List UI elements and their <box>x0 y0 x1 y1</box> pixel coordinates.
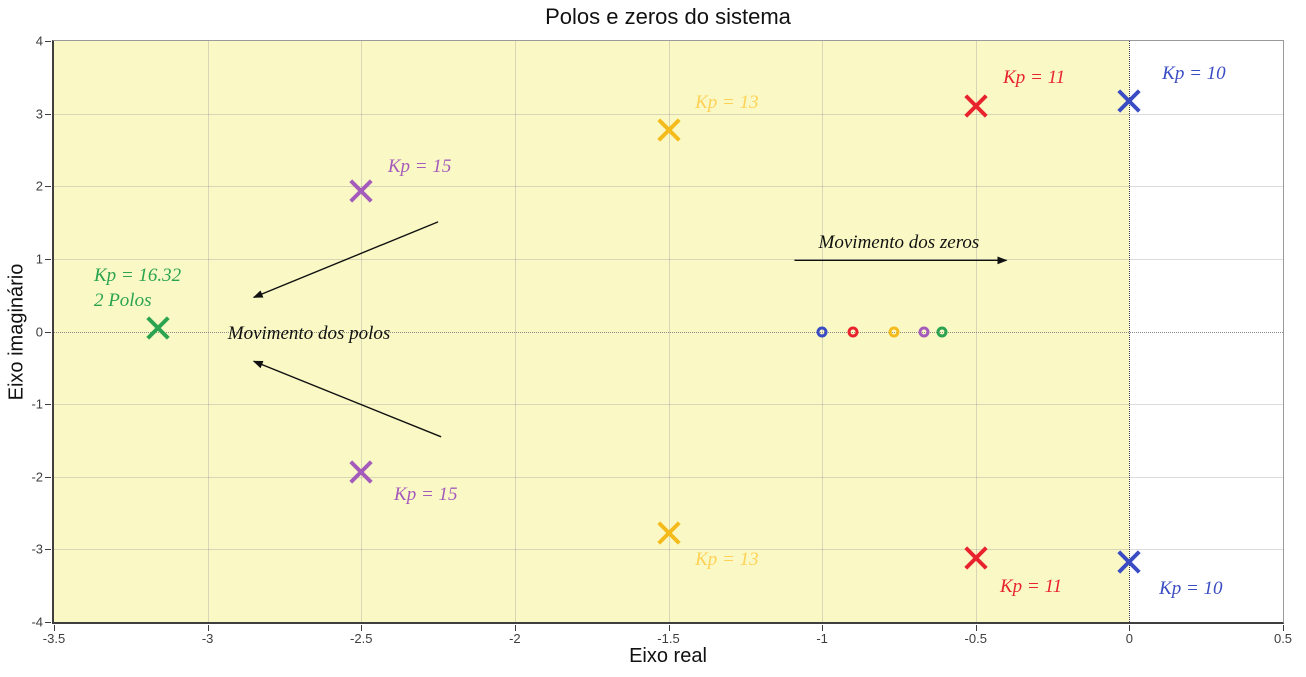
pole-marker <box>1117 89 1142 113</box>
pole-marker <box>349 459 373 484</box>
x-tick <box>1129 625 1131 631</box>
y-tick <box>45 113 51 115</box>
x-tick <box>361 625 363 631</box>
kp-label-line: Kp = 16.32 <box>93 264 182 286</box>
zero-marker <box>847 326 859 337</box>
pole-marker <box>656 117 681 142</box>
kp-label: Kp = 15 <box>394 483 458 505</box>
y-tick-label: -1 <box>31 396 43 412</box>
y-tick-label: -4 <box>31 614 43 630</box>
y-tick <box>45 622 51 623</box>
pole-marker <box>349 179 373 203</box>
x-tick-label: -1.5 <box>657 631 680 646</box>
y-tick <box>45 549 51 551</box>
kp-label: Kp = 10 <box>1162 62 1226 84</box>
kp-label: Kp = 10 <box>1159 578 1223 600</box>
real-axis-line <box>54 331 1283 333</box>
x-tick-label: -3.5 <box>42 631 66 646</box>
y-tick-label: 1 <box>35 251 43 267</box>
y-tick <box>45 476 51 478</box>
grid-line-horizontal <box>54 113 1283 115</box>
kp-label: Kp = 11 <box>1003 67 1066 89</box>
y-tick-label: -2 <box>31 469 43 485</box>
pole-marker <box>656 521 681 546</box>
x-tick <box>514 625 516 631</box>
plot-area: -3.5 -3 -2.5 -2 -1.5 -1 -0.5 0 0.5 -4 -3 -2 -1 0 1 2 3 4 K… <box>31 34 1292 647</box>
pole-marker <box>146 316 171 340</box>
pole-marker <box>1117 550 1142 574</box>
x-tick-label: -2.5 <box>350 631 373 646</box>
y-tick-label: 4 <box>35 33 43 49</box>
grid-line-horizontal <box>54 258 1283 260</box>
zero-marker <box>888 326 900 337</box>
y-tick-label: -3 <box>31 541 43 557</box>
pole-marker <box>964 94 988 119</box>
x-tick <box>668 625 670 631</box>
y-tick-label: 2 <box>35 178 43 194</box>
x-tick-label: -0.5 <box>964 631 987 646</box>
imaginary-axis-line <box>1129 41 1131 622</box>
x-tick <box>975 625 977 631</box>
kp-label: Kp = 13 <box>695 548 759 570</box>
pole-marker <box>964 546 988 570</box>
y-tick-label: 0 <box>35 324 43 339</box>
plot-title: Polos e zeros do sistema <box>545 4 791 29</box>
kp-label: Kp = 16.32 2 Polos <box>94 263 181 313</box>
grid-line-horizontal <box>54 549 1283 551</box>
grid-line-horizontal <box>54 186 1283 188</box>
kp-label-line: 2 Polos <box>93 289 152 311</box>
x-tick <box>1283 625 1284 631</box>
x-axis-label: Eixo real <box>629 645 707 667</box>
x-tick <box>54 625 55 631</box>
y-tick <box>45 41 51 42</box>
zero-marker <box>936 326 948 337</box>
zero-marker <box>918 326 930 337</box>
x-tick-label: -3 <box>201 631 214 646</box>
y-tick-label: 3 <box>35 106 43 122</box>
zero-marker <box>816 326 828 337</box>
annotation-text: Movimento dos polos <box>227 323 391 345</box>
y-tick <box>45 404 51 406</box>
x-tick <box>822 625 824 631</box>
kp-label: Kp = 13 <box>695 92 759 114</box>
y-axis-label: Eixo imaginário <box>5 263 28 401</box>
grid-line-horizontal <box>54 404 1283 406</box>
kp-label: Kp = 11 <box>1000 576 1063 598</box>
y-tick <box>45 186 51 188</box>
x-tick-label: 0.5 <box>1273 631 1293 646</box>
x-tick-label: -1 <box>816 631 828 646</box>
y-tick <box>45 258 51 260</box>
x-tick-label: 0 <box>1125 631 1133 646</box>
y-tick <box>45 331 51 333</box>
kp-label: Kp = 15 <box>387 155 452 177</box>
annotation-text: Movimento dos zeros <box>818 231 980 253</box>
x-tick-label: -2 <box>509 631 521 646</box>
x-tick <box>207 625 209 631</box>
grid-line-horizontal <box>54 476 1283 478</box>
